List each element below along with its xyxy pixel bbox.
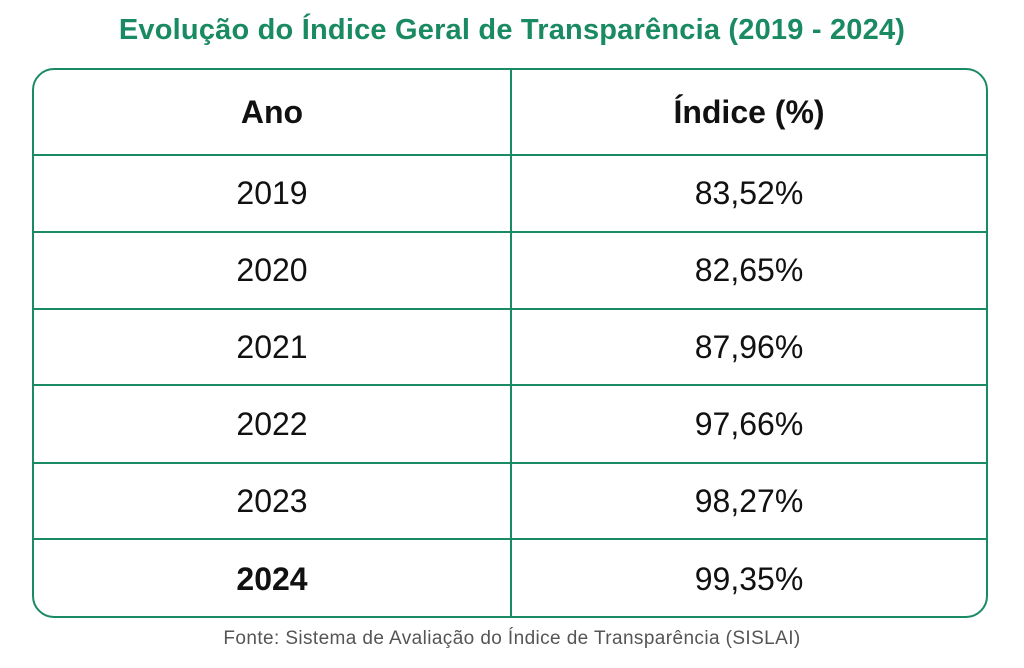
index-cell: 82,65%	[694, 252, 804, 288]
year-cell: 2021	[34, 310, 512, 384]
header-year: Ano	[34, 70, 512, 154]
year-cell: 2024	[34, 540, 512, 616]
header-index: Índice (%)	[673, 93, 825, 130]
table-row: 2020 82,65%	[34, 233, 986, 310]
index-cell: 97,66%	[694, 405, 804, 442]
table-row: 2019 83,52%	[34, 156, 986, 233]
index-cell: 87,96%	[694, 328, 804, 365]
year-cell: 2019	[34, 156, 512, 231]
page-title: Evolução do Índice Geral de Transparênci…	[118, 14, 906, 46]
table-row: 2022 97,66%	[34, 386, 986, 464]
index-cell: 99,35%	[694, 560, 804, 597]
index-cell: 98,27%	[694, 482, 804, 519]
year-cell: 2023	[34, 464, 512, 538]
index-cell: 83,52%	[694, 175, 804, 211]
year-cell: 2022	[34, 386, 512, 462]
data-table: Ano Índice (%) 2019 83,52% 2020 82,65% 2…	[32, 68, 988, 618]
table-row: 2024 99,35%	[34, 540, 986, 616]
table-header-row: Ano Índice (%)	[34, 70, 986, 156]
table-row: 2023 98,27%	[34, 464, 986, 540]
year-cell: 2020	[34, 233, 512, 308]
table-row: 2021 87,96%	[34, 310, 986, 386]
source-note: Fonte: Sistema de Avaliação do Índice de…	[223, 628, 801, 649]
